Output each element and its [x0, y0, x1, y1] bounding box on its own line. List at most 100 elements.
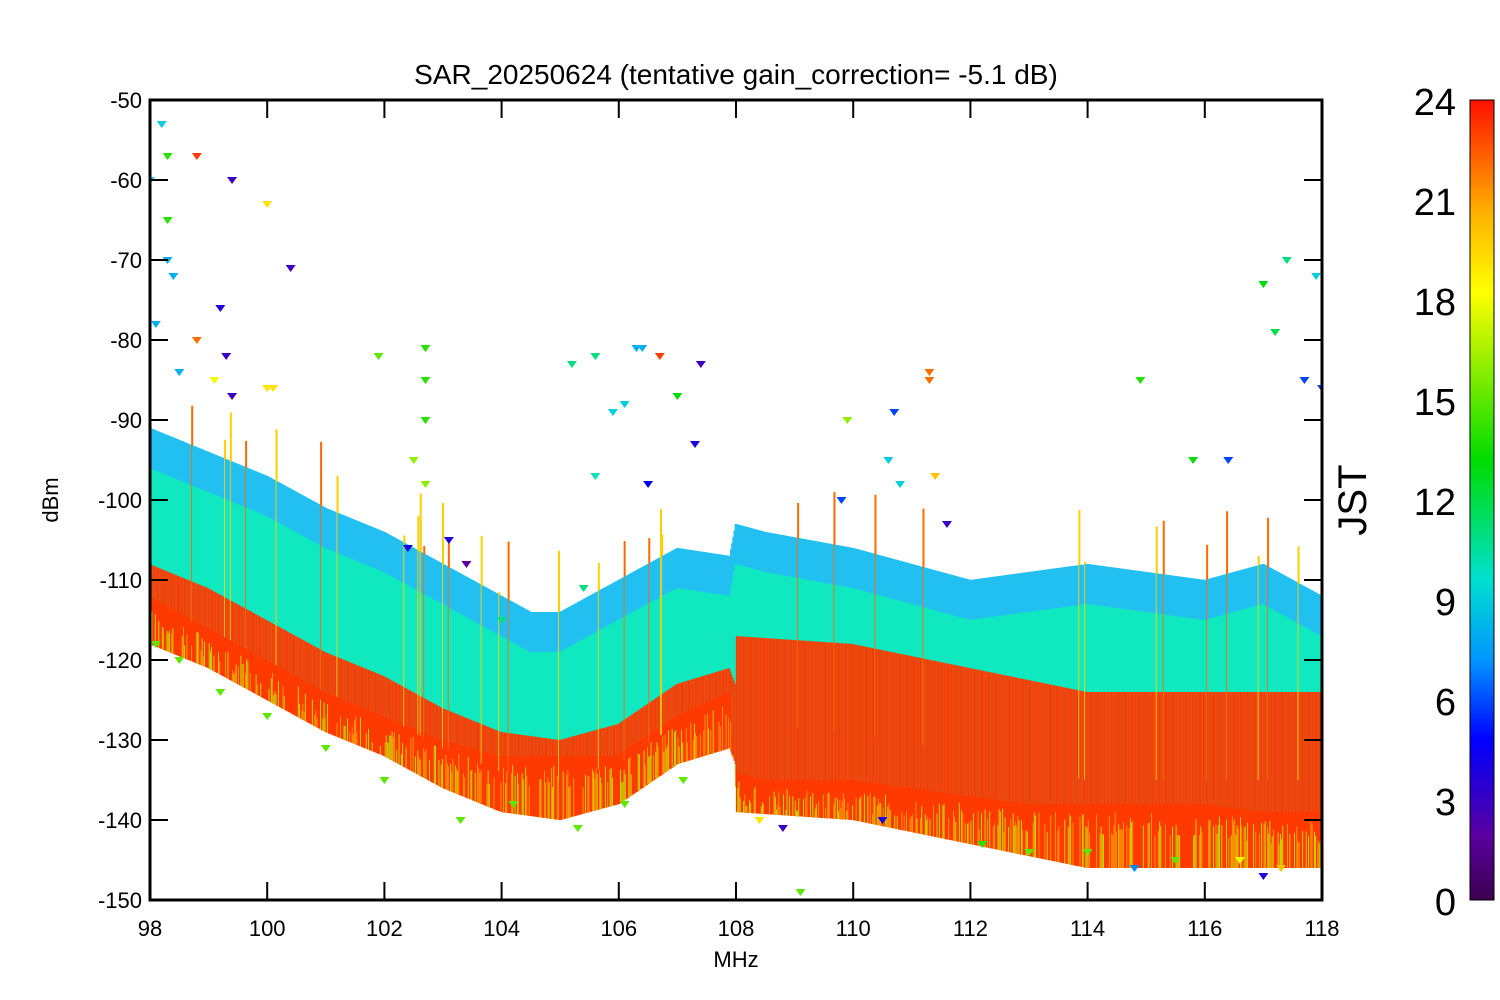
data-point: [977, 841, 988, 848]
data-point: [285, 265, 296, 272]
y-tick-label: -80: [110, 328, 142, 353]
y-tick-label: -140: [98, 808, 142, 833]
y-tick-label: -150: [98, 888, 142, 913]
plot-area: [150, 121, 1322, 896]
data-point: [795, 889, 806, 896]
data-point: [215, 305, 226, 312]
data-point: [1275, 865, 1286, 872]
data-point: [754, 817, 765, 824]
data-point: [672, 393, 683, 400]
x-tick-label: 116: [1187, 916, 1222, 941]
data-point: [836, 497, 847, 504]
data-point: [174, 369, 185, 376]
data-point: [930, 473, 941, 480]
data-point: [877, 817, 888, 824]
data-point: [1258, 281, 1269, 288]
data-point: [1170, 857, 1181, 864]
data-point: [1234, 857, 1245, 864]
data-point: [408, 457, 419, 464]
x-tick-label: 110: [836, 916, 871, 941]
data-point: [420, 417, 431, 424]
y-tick-label: -100: [98, 488, 142, 513]
data-point: [268, 385, 279, 392]
x-tick-label: 114: [1070, 916, 1105, 941]
data-point: [842, 417, 853, 424]
data-point: [455, 817, 466, 824]
noise-band-layer: [150, 405, 1322, 868]
data-point: [895, 481, 906, 488]
data-point: [262, 201, 273, 208]
colorbar-tick-label: 6: [1435, 682, 1456, 724]
data-point: [209, 377, 220, 384]
data-point: [150, 321, 161, 328]
data-point: [695, 361, 706, 368]
colorbar-tick-label: 3: [1435, 782, 1456, 824]
data-point: [379, 777, 390, 784]
data-point: [1223, 457, 1234, 464]
colorbar-tick-label: 24: [1414, 82, 1456, 124]
x-tick-label: 106: [600, 916, 637, 941]
data-point: [191, 337, 202, 344]
data-point: [262, 713, 273, 720]
data-point: [578, 585, 589, 592]
x-tick-label: 98: [138, 916, 162, 941]
data-point: [443, 537, 454, 544]
data-point: [619, 801, 630, 808]
x-axis-label: MHz: [713, 947, 758, 972]
data-point: [162, 153, 173, 160]
data-point: [1311, 273, 1322, 280]
y-tick-label: -60: [110, 168, 142, 193]
data-point: [174, 657, 185, 664]
data-point: [924, 369, 935, 376]
data-point: [590, 473, 601, 480]
data-point: [1024, 849, 1034, 856]
data-point: [637, 345, 648, 352]
data-point: [191, 153, 202, 160]
colorbar-tick-label: 21: [1414, 182, 1456, 224]
colorbar-tick-label: 15: [1414, 382, 1456, 424]
y-tick-label: -50: [110, 88, 142, 113]
data-point: [1188, 457, 1199, 464]
data-point: [619, 401, 630, 408]
data-point: [654, 353, 665, 360]
y-tick-label: -110: [100, 568, 142, 593]
y-tick-label: -130: [98, 728, 142, 753]
data-point: [162, 217, 173, 224]
data-point: [1270, 329, 1281, 336]
data-point: [689, 441, 700, 448]
data-point: [1281, 257, 1292, 264]
data-point: [150, 641, 161, 648]
x-tick-label: 112: [953, 916, 988, 941]
x-tick-label: 108: [718, 916, 755, 941]
data-point: [221, 353, 232, 360]
colorbar: 24 21 18 15 12 9 6 3 0 JST: [1331, 82, 1495, 924]
colorbar-tick-label: 18: [1414, 282, 1456, 324]
data-point: [227, 177, 238, 184]
y-tick-label: -70: [110, 248, 142, 273]
y-axis: -50 -60 -70 -80 -90 -100 -110 -120 -130 -140 -150: [98, 88, 1322, 913]
data-point: [643, 481, 654, 488]
data-point: [402, 545, 413, 552]
colorbar-tick-label: 0: [1435, 882, 1456, 924]
x-tick-label: 118: [1304, 916, 1339, 941]
data-point: [420, 481, 431, 488]
data-point: [508, 801, 519, 808]
data-point: [678, 777, 689, 784]
data-point: [215, 689, 226, 696]
colorbar-tick-label: 12: [1414, 482, 1456, 524]
data-point: [566, 361, 577, 368]
data-point: [1299, 377, 1310, 384]
y-axis-label: dBm: [38, 477, 63, 522]
data-point: [420, 377, 431, 384]
x-tick-label: 104: [483, 916, 520, 941]
data-point: [1129, 865, 1140, 872]
outlier-points-layer: [150, 121, 1322, 896]
data-point: [889, 409, 900, 416]
data-point: [227, 393, 238, 400]
colorbar-gradient: [1469, 99, 1495, 901]
data-point: [572, 825, 583, 832]
colorbar-tick-label: 9: [1435, 582, 1456, 624]
data-point: [924, 377, 935, 384]
data-point: [1135, 377, 1146, 384]
